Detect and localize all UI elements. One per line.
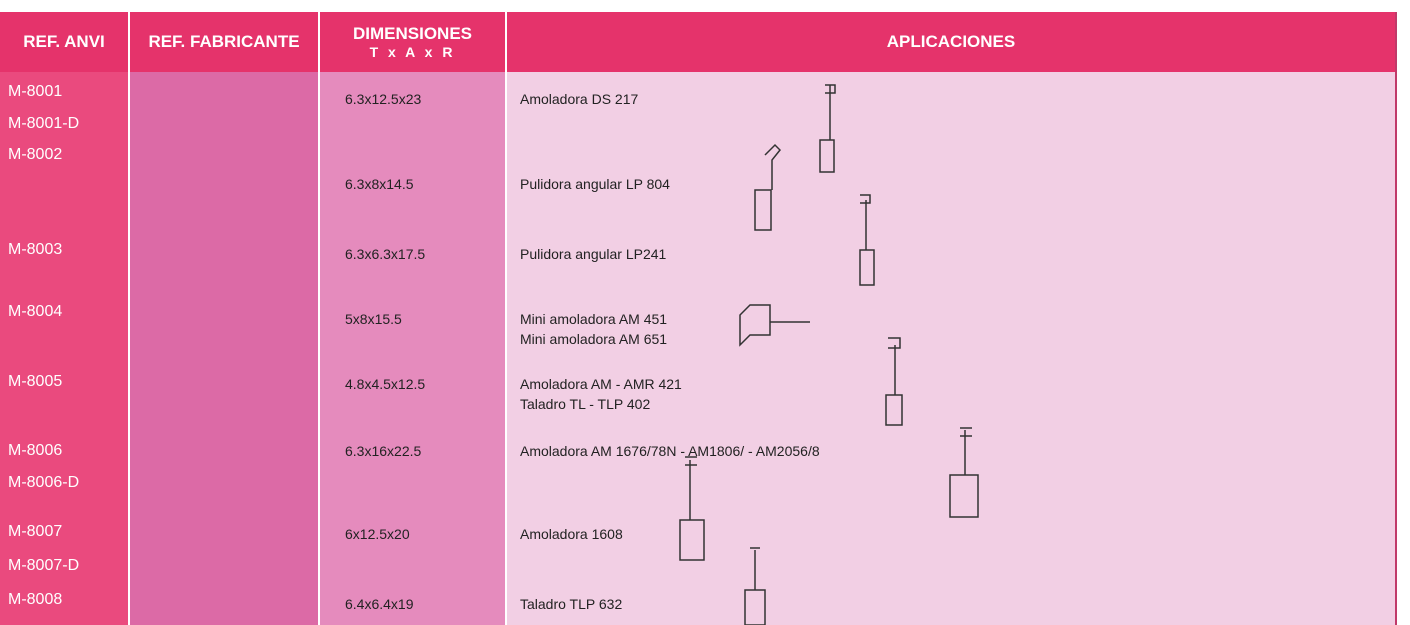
application: Pulidora angular LP 804	[520, 176, 670, 192]
dimensions: 6.3x6.3x17.5	[345, 246, 426, 262]
dimensions: 5x8x15.5	[345, 311, 402, 327]
header-text: REF. ANVI	[23, 32, 105, 51]
application: Amoladora AM - AMR 421	[520, 376, 682, 392]
application: Mini amoladora AM 451	[520, 311, 668, 327]
ref-anvi: M-8001	[8, 83, 63, 100]
ref-anvi: M-8002	[8, 146, 63, 163]
application: Amoladora AM 1676/78N - AM1806/ - AM2056…	[520, 443, 820, 459]
application: Amoladora 1608	[520, 526, 623, 542]
header-cell: REF. ANVI	[0, 12, 128, 72]
ref-anvi: M-8004	[8, 303, 63, 320]
dimensions: 6.4x6.4x19	[345, 596, 414, 612]
application: Amoladora DS 217	[520, 91, 639, 107]
header-text: T x A x R	[369, 44, 456, 60]
ref-anvi: M-8007-D	[8, 557, 80, 574]
ref-anvi: M-8008	[8, 591, 63, 608]
application: Pulidora angular LP241	[520, 246, 667, 262]
ref-anvi: M-8007	[8, 523, 63, 540]
dimensions: 4.8x4.5x12.5	[345, 376, 426, 392]
ref-anvi: M-8003	[8, 241, 63, 258]
dimensions: 6.3x16x22.5	[345, 443, 422, 459]
application: Taladro TLP 632	[520, 596, 623, 612]
ref-column	[0, 12, 128, 625]
header-cell: DIMENSIONES T x A x R	[320, 12, 505, 72]
header-cell: APLICACIONES	[507, 12, 1395, 72]
ref-anvi: M-8001-D	[8, 115, 80, 132]
dimensions: 6.3x12.5x23	[345, 91, 422, 107]
application: Mini amoladora AM 651	[520, 331, 668, 347]
ref-anvi: M-8006-D	[8, 474, 80, 491]
header-text: REF. FABRICANTE	[148, 32, 300, 51]
header-cell: REF. FABRICANTE	[130, 12, 318, 72]
maker-column	[130, 12, 318, 625]
header-text: DIMENSIONES	[352, 24, 473, 43]
app-column	[507, 12, 1397, 625]
ref-anvi: M-8005	[8, 373, 63, 390]
dimensions: 6.3x8x14.5	[345, 176, 414, 192]
application: Taladro TL - TLP 402	[520, 396, 651, 412]
header-text: APLICACIONES	[886, 32, 1016, 51]
dimensions: 6x12.5x20	[345, 526, 410, 542]
dim-column	[320, 12, 505, 625]
ref-anvi: M-8006	[8, 442, 63, 459]
